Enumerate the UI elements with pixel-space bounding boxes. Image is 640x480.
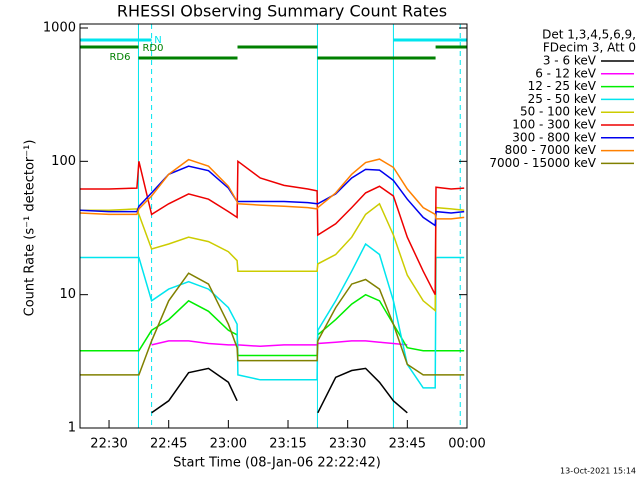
x-tick-label: 23:30 bbox=[329, 437, 366, 452]
legend-header: Det 1,3,4,5,6,9, bbox=[542, 28, 636, 42]
series-line bbox=[80, 202, 465, 313]
series-line bbox=[79, 158, 465, 220]
legend-label: 100 - 300 keV bbox=[512, 118, 596, 132]
plot-frame bbox=[79, 23, 468, 429]
flag-label: RD0 bbox=[142, 43, 163, 54]
x-tick-label: 23:45 bbox=[389, 437, 426, 452]
flag-label: N bbox=[154, 35, 161, 46]
x-axis-label: Start Time (08-Jan-06 22:22:42) bbox=[173, 456, 381, 471]
series-line bbox=[79, 165, 465, 227]
chart-title: RHESSI Observing Summary Count Rates bbox=[117, 2, 447, 21]
flag-label: RD6 bbox=[109, 52, 130, 63]
x-tick-label: 00:00 bbox=[448, 437, 485, 452]
legend-label: 800 - 7000 keV bbox=[505, 143, 597, 157]
series-line bbox=[151, 340, 408, 348]
x-tick-label: 22:45 bbox=[150, 437, 187, 452]
y-tick-label: 10 bbox=[59, 287, 76, 302]
y-tick-label: 1 bbox=[68, 421, 76, 436]
legend-label: 7000 - 15000 keV bbox=[489, 156, 596, 170]
legend-label: 6 - 12 keV bbox=[535, 66, 597, 80]
legend-label: 50 - 100 keV bbox=[520, 105, 597, 119]
legend-label: 12 - 25 keV bbox=[528, 79, 597, 93]
y-tick-label: 100 bbox=[51, 154, 76, 169]
legend-header: FDecim 3, Att 0 bbox=[543, 41, 636, 55]
x-tick-label: 23:15 bbox=[269, 437, 306, 452]
x-tick-label: 22:30 bbox=[90, 437, 127, 452]
x-tick-label: 23:00 bbox=[210, 437, 247, 452]
legend-label: 3 - 6 keV bbox=[543, 54, 597, 68]
footer: 13-Oct-2021 15:14 bbox=[560, 467, 636, 476]
series-line bbox=[151, 367, 408, 414]
series-line bbox=[80, 242, 465, 389]
legend-label: 300 - 800 keV bbox=[512, 130, 596, 144]
y-tick-label: 1000 bbox=[43, 21, 76, 36]
series-line bbox=[80, 272, 465, 376]
legend-label: 25 - 50 keV bbox=[528, 92, 597, 106]
y-axis-label: Count Rate (s⁻¹ detector⁻¹) bbox=[23, 140, 38, 317]
series-line bbox=[80, 159, 465, 296]
